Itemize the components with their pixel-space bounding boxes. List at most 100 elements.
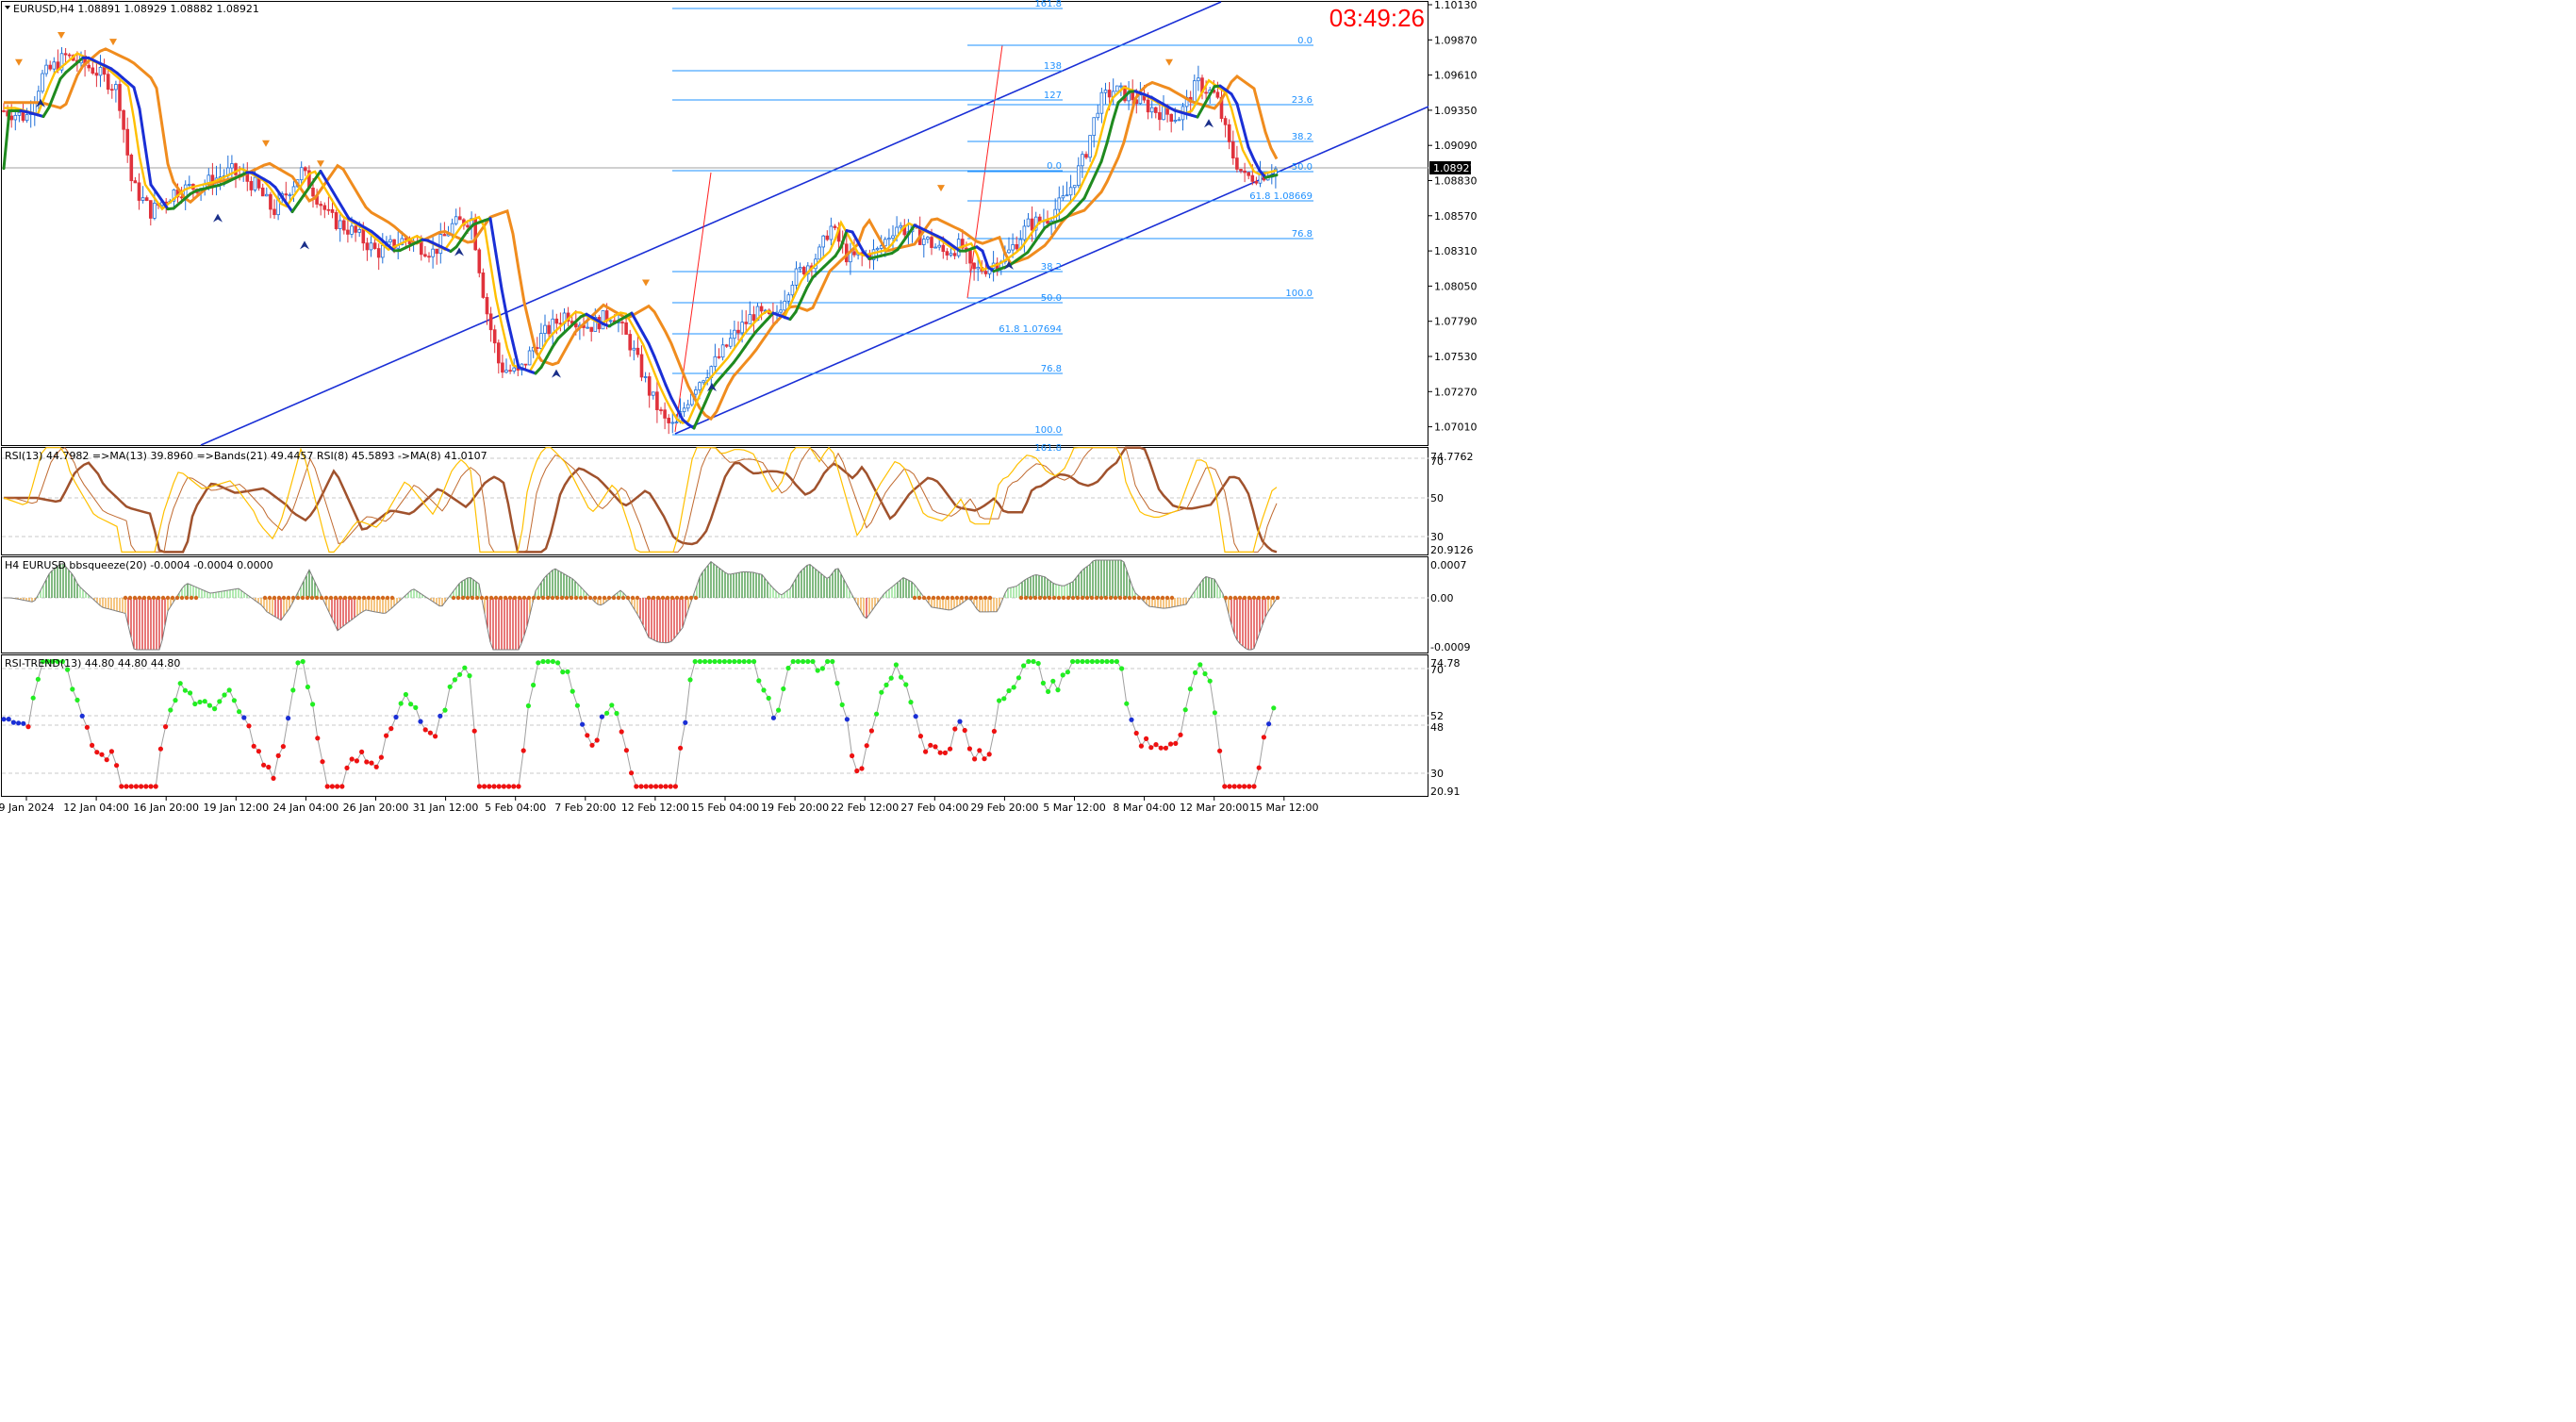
rsi-trend-dot-down [364,759,370,765]
rsi-trend-dot-up [41,658,46,665]
ma-trend-segment [749,329,758,340]
rsi-trend-dot-down [629,770,635,776]
rsi-trend-dot-down [373,764,379,769]
rsi-trend-dot-up [1016,675,1021,681]
fib-left-61: 61.8 1.07694 [999,324,1062,335]
squeeze-dot [1117,595,1123,601]
candle-up [682,407,686,413]
squeeze-dot [160,595,166,601]
rsi-trend-dot-down [349,756,355,762]
rsi-trend-dot-down [157,746,163,752]
candle-down [234,163,238,175]
ma-trend-segment [794,298,803,314]
rsi-title: RSI(13) 44.7982 =>MA(13) 39.8960 =>Bands… [5,450,487,462]
candle-up [729,338,733,347]
rsi-trend-dot-down [1227,784,1232,789]
ma-trend-segment [737,345,747,357]
squeeze-dot [465,595,471,601]
squeeze-dot [606,595,612,601]
rsi-trend-dot-neutral [599,714,605,719]
rsi-trend-dot-down [972,756,978,762]
sell-arrow-icon [262,140,270,147]
fib-left-100: 100.0 [1034,425,1062,436]
rsi-trend-dot-down [476,784,482,789]
squeeze-dot [286,595,291,601]
candle-up [1177,119,1181,122]
rsi-trend-dot-down [1168,741,1174,747]
rsi-trend-dot-neutral [10,719,16,725]
rsi-trend-dot-up [1001,696,1007,702]
candle-up [512,367,516,372]
candle-down [91,67,95,74]
candle-down [361,229,366,244]
squeeze-dot [973,595,979,601]
candle-down [303,167,307,172]
candle-up [821,235,825,248]
time-tick-label: 15 Mar 12:00 [1249,802,1318,814]
candle-up [1103,90,1108,93]
dropdown-triangle-icon[interactable] [5,6,10,9]
rsi-trend-dot-down [133,784,139,789]
rsi-trend-dot-up [1104,658,1110,665]
rsi-trend-dot-up [1207,678,1213,684]
rsi-ma-line [4,447,1278,553]
squeeze-dot [290,595,296,601]
fib-left-161: 161.8 [1034,0,1062,9]
candle-down [466,224,470,228]
rsi-trend-dot-up [540,658,546,665]
ma-trend-segment [1207,85,1216,99]
time-tick-label: 16 Jan 20:00 [133,802,199,814]
squeeze-dot [945,595,950,601]
candle-down [63,53,68,56]
candle-up [1149,107,1154,113]
rsi-trend-dot-down [653,784,659,789]
ma-trend-segment [1247,145,1256,162]
time-axis: 9 Jan 2024 12 Jan 04:00 16 Jan 20:00 19 Jan… [0,797,1319,814]
sell-arrow-icon [1165,58,1173,66]
squeeze-panel[interactable]: H4 EURUSD bbsqueeze(20) -0.0004 -0.0004 … [2,559,1428,651]
channel-lower-line[interactable] [674,106,1429,435]
ma-trend-segment [726,361,735,371]
candle-down [341,220,346,231]
squeeze-dot [189,595,194,601]
candle-down [2,110,6,112]
candle-down [636,347,640,356]
rsi-trend-dot-down [246,723,252,729]
squeeze-dot [389,595,395,601]
rsi-trend-dot-up [462,665,468,670]
ma-trend-segment [285,202,294,213]
candle-down [260,187,265,197]
rsi-tick-label: 70 [1430,455,1444,468]
squeeze-dot [1131,595,1137,601]
squeeze-dot [630,595,636,601]
fib-left-138: 138 [1044,61,1062,72]
rsi-trend-dot-neutral [438,713,443,719]
channel-upper-line[interactable] [200,1,1222,446]
ma-trend-segment [47,91,57,109]
candle-down [1223,118,1228,125]
rsi-trend-dot-up [727,658,733,665]
squeeze-dot [512,595,518,601]
trading-chart[interactable]: 161.8 138 127 0.0 38.2 50.0 61.8 1.07694… [0,0,1478,817]
ma-trend-line[interactable] [2,56,1279,430]
rsi-trend-panel[interactable]: RSI-TREND(13) 44.80 44.80 44.80 [1,657,1428,789]
rsi-trend-dot-down [261,762,267,768]
ma-yellow-line[interactable] [4,52,1278,424]
candle-down [1169,113,1174,123]
ma-trend-segment [1026,242,1035,255]
main-price-panel[interactable]: 161.8 138 127 0.0 38.2 50.0 61.8 1.07694… [2,0,1429,454]
ma-trend-segment [1196,105,1205,119]
candle-down [659,409,663,411]
candle-up [1088,135,1092,158]
candle-up [388,239,392,242]
candle-up [871,249,876,260]
candle-up [887,238,891,240]
rsi-panel[interactable]: RSI(13) 44.7982 =>MA(13) 39.8960 =>Bands… [2,446,1428,554]
fib-right-76: 76.8 [1292,229,1313,240]
candle-up [1022,225,1027,240]
rsi-trend-dot-down [481,784,487,789]
ma-trend-segment [319,169,328,182]
candle-up [1119,85,1123,88]
rsi-trend-dot-up [712,658,718,665]
squeeze-dot [964,595,969,601]
